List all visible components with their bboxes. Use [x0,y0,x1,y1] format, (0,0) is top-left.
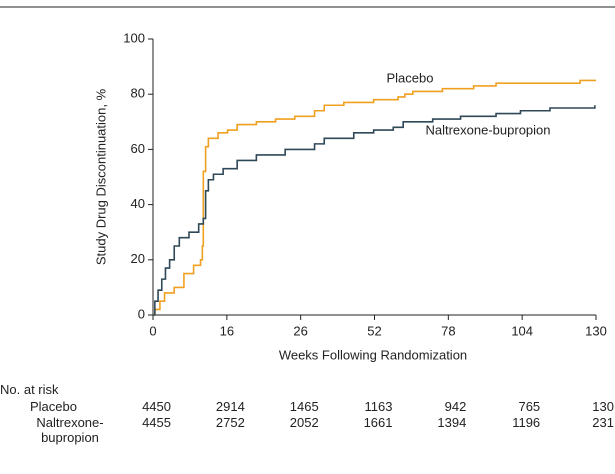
survival-line [153,79,596,316]
risk-count: 1163 [364,399,393,414]
risk-row-label: Naltrexone-bupropion [36,415,104,445]
series-label: Naltrexone-bupropion [425,122,550,137]
risk-count: 231 [592,415,614,430]
risk-count: 765 [518,399,541,414]
risk-count: 4455 [142,415,171,430]
y-tick-label: 80 [131,86,145,101]
x-tick-label: 78 [441,323,455,338]
survival-line [153,105,596,316]
y-axis-label: Study Drug Discontinuation, % [93,88,108,265]
series-label: Placebo [387,70,434,85]
risk-count: 130 [592,399,614,414]
x-tick-label: 0 [149,323,156,338]
x-tick-label: 104 [511,323,533,338]
risk-count: 2914 [215,399,245,414]
x-tick-label: 130 [585,323,607,338]
risk-count: 1661 [363,415,393,430]
risk-count: 4450 [142,399,171,414]
risk-count: 2052 [289,415,319,430]
risk-table-title: No. at risk [0,382,59,397]
x-tick-label: 26 [293,323,307,338]
y-tick-label: 20 [131,251,145,266]
risk-count: 1394 [437,415,467,430]
risk-row-label: Placebo [30,399,77,414]
risk-count: 942 [444,399,467,414]
x-axis-label: Weeks Following Randomization [279,347,467,362]
risk-count: 1465 [289,399,319,414]
y-tick-label: 0 [138,306,145,321]
x-tick-label: 16 [220,323,234,338]
y-tick-label: 60 [131,141,145,156]
y-tick-label: 100 [123,30,145,45]
y-tick-label: 40 [131,196,145,211]
x-tick-label: 52 [367,323,381,338]
risk-count: 1196 [512,415,541,430]
risk-count: 2752 [215,415,245,430]
